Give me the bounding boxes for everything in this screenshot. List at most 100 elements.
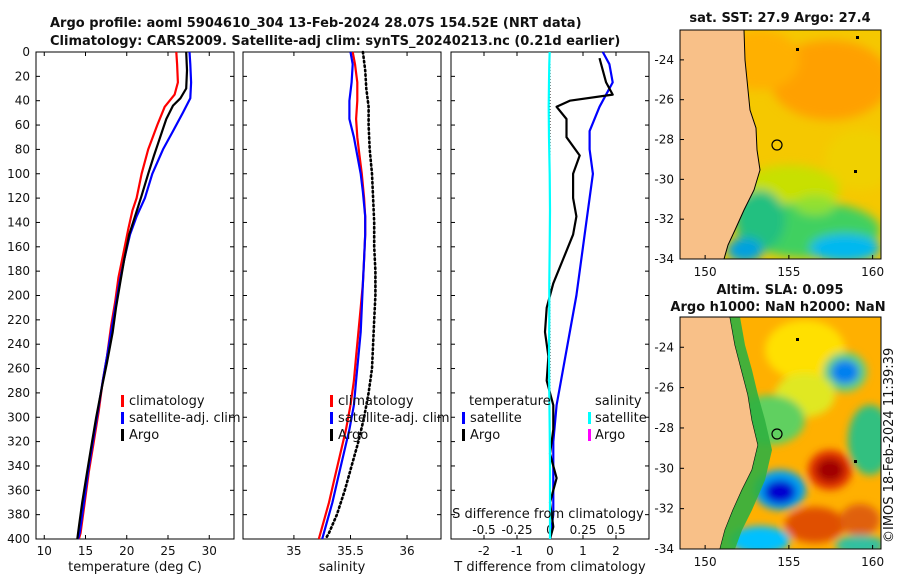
legend-temperature-heading: temperature (469, 394, 551, 409)
sst-map-ticks: 150 155 160 -24 -26 -28 -30 -32 -34 (654, 53, 884, 279)
sla-map-ticks: 150 155 160 -24 -26 -28 -30 -32 -34 (654, 340, 884, 569)
x2-tick-label: 0.25 (570, 523, 597, 537)
map-x-tick-label: 160 (861, 265, 884, 279)
salinity-axes (242, 51, 442, 540)
legend-s-argo-swatch (588, 429, 591, 441)
legend-satellite-swatch (330, 412, 333, 424)
x-tick-label: 35.5 (337, 544, 364, 558)
series-satellite-adj-clim (77, 51, 193, 540)
temperature-chart: 0 20 40 60 80 100 120 140 160 180 200 220 240 260 280 3… (7, 45, 234, 558)
x-tick-label: 2 (612, 544, 620, 558)
map-y-tick-label: -32 (654, 502, 674, 516)
map-y-tick-label: -28 (654, 421, 674, 435)
map-y-tick-label: -28 (654, 133, 674, 147)
legend-t-satellite-label: satellite (470, 411, 522, 426)
x-tick-label: -2 (478, 544, 490, 558)
sst-map-title: sat. SST: 27.9 Argo: 27.4 (689, 11, 870, 26)
figure-title-line2: Climatology: CARS2009. Satellite-adj cli… (50, 34, 620, 49)
x-tick-label: -1 (511, 544, 523, 558)
y-tick-label: 380 (7, 508, 30, 522)
x-tick-label: 1 (579, 544, 587, 558)
map-y-tick-label: -34 (654, 542, 674, 556)
salinity-chart: 35 35.5 36 (243, 50, 441, 558)
map-x-tick-label: 155 (777, 265, 800, 279)
map-y-tick-label: -34 (654, 252, 674, 266)
legend-climatology-swatch (121, 395, 124, 407)
series-argo (324, 50, 377, 541)
map-y-tick-label: -24 (654, 340, 674, 354)
y-tick-label: 300 (7, 410, 30, 424)
salinity-legend: climatology satellite-adj. clim Argo (330, 394, 450, 443)
map-x-tick-label: 155 (777, 555, 800, 569)
sst-map-image (680, 30, 881, 259)
sst-map-frame (679, 29, 882, 260)
legend-t-argo-label: Argo (470, 428, 500, 443)
x2-tick-label: -0.25 (501, 523, 532, 537)
map-y-tick-label: -30 (654, 172, 674, 186)
legend-satellite-swatch (121, 412, 124, 424)
series-s-satellite (547, 51, 552, 539)
y-tick-label: 240 (7, 337, 30, 351)
sla-map-image (680, 317, 881, 549)
series-climatology (77, 51, 179, 540)
map-x-tick-label: 160 (861, 555, 884, 569)
map-y-tick-label: -24 (654, 53, 674, 67)
x2-tick-label: -0.5 (472, 523, 495, 537)
temperature-legend: climatology satellite-adj. clim Argo (121, 394, 241, 443)
imos-credit: ©IMOS 18-Feb-2024 11:39:39 (882, 348, 897, 543)
map-x-tick-label: 150 (694, 265, 717, 279)
y-tick-label: 120 (7, 191, 30, 205)
x-tick-label: 35 (286, 544, 301, 558)
y-tick-label: 80 (15, 142, 30, 156)
legend-s-satellite-swatch (588, 412, 591, 424)
sla-map-title2: Argo h1000: NaN h2000: NaN (670, 300, 885, 315)
y-tick-label: 20 (15, 69, 30, 83)
legend-satellite-label: satellite-adj. clim (129, 411, 241, 426)
map-y-tick-label: -30 (654, 461, 674, 475)
series-t-argo (543, 57, 614, 540)
temperature-axes (35, 51, 235, 540)
x2-tick-label: 0.5 (606, 523, 625, 537)
y-tick-label: 340 (7, 459, 30, 473)
legend-s-argo-label: Argo (595, 428, 625, 443)
series-satellite-adj-clim (321, 51, 367, 540)
legend-s-satellite-label: satellite (595, 411, 647, 426)
y-tick-label: 220 (7, 313, 30, 327)
y-tick-label: 180 (7, 264, 30, 278)
y-tick-label: 160 (7, 240, 30, 254)
y-tick-label: 360 (7, 483, 30, 497)
legend-climatology-label: climatology (338, 394, 414, 409)
sla-map-frame (679, 316, 882, 550)
map-y-tick-label: -32 (654, 212, 674, 226)
difference-xlabel: T difference from climatology (453, 560, 646, 575)
figure-title-line1: Argo profile: aoml 5904610_304 13-Feb-20… (50, 16, 582, 31)
x-tick-label: 15 (78, 544, 93, 558)
map-y-tick-label: -26 (654, 381, 674, 395)
legend-salinity-heading: salinity (595, 394, 642, 409)
sst-argo-location-marker (771, 139, 783, 151)
legend-argo-swatch (121, 429, 124, 441)
y-tick-label: 40 (15, 94, 30, 108)
x-tick-label: 0 (546, 544, 554, 558)
legend-climatology-swatch (330, 395, 333, 407)
y-tick-label: 0 (22, 45, 30, 59)
difference-xlabel2: S difference from climatology (452, 507, 644, 522)
x-tick-label: 30 (202, 544, 217, 558)
legend-climatology-label: climatology (129, 394, 205, 409)
legend-t-argo-swatch (462, 429, 465, 441)
y-tick-label: 200 (7, 289, 30, 303)
y-tick-label: 280 (7, 386, 30, 400)
y-tick-label: 140 (7, 215, 30, 229)
legend-t-satellite-swatch (462, 412, 465, 424)
map-y-tick-label: -26 (654, 93, 674, 107)
y-tick-label: 260 (7, 362, 30, 376)
y-tick-label: 400 (7, 532, 30, 546)
y-tick-label: 60 (15, 118, 30, 132)
series-t-satellite (548, 51, 614, 540)
legend-satellite-label: satellite-adj. clim (338, 411, 450, 426)
series-argo (76, 51, 189, 540)
series-climatology (317, 51, 367, 540)
salinity-xlabel: salinity (319, 560, 366, 575)
